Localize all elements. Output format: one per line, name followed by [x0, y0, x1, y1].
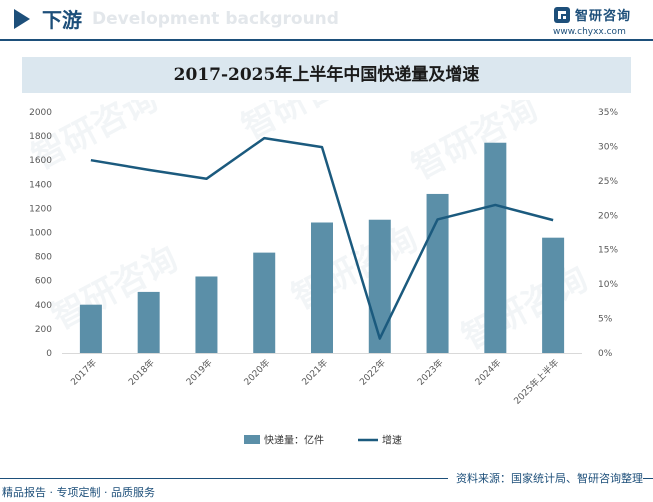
watermark-text: 智研咨询: [285, 219, 424, 318]
left-axis-tick-label: 1400: [29, 180, 52, 190]
bar: [542, 237, 565, 353]
bar: [426, 193, 449, 353]
right-axis-tick-label: 30%: [598, 142, 618, 152]
bar: [137, 291, 160, 353]
footer-slogan: 精品报告 · 专项定制 · 品质服务: [2, 486, 155, 499]
brand-logo-icon: [554, 6, 570, 23]
left-axis-tick-label: 0: [46, 349, 52, 359]
left-axis-tick-label: 600: [35, 277, 52, 287]
right-axis-tick-label: 20%: [598, 211, 618, 221]
x-axis-labels: 2017年 2018年 2019年 2020年 2021年 2022年 2023年 2024年…: [68, 357, 561, 407]
left-axis: 0 200 400 600 800 1000 1200 1400 1600 1800 2000: [29, 108, 52, 359]
legend-label-line: 增速: [382, 434, 402, 447]
header-arrow-icon: [14, 9, 30, 29]
source-note: 资料来源：国家统计局、智研咨询整理: [448, 470, 643, 486]
right-axis-tick-label: 5%: [598, 315, 613, 325]
x-axis-tick-label: 2018年: [126, 357, 157, 388]
watermark-text: 智研咨询: [45, 239, 184, 338]
right-axis-tick-label: 15%: [598, 246, 618, 256]
legend-label-bar: 快递量：亿件: [264, 434, 324, 447]
right-axis-tick-label: 10%: [598, 280, 618, 290]
right-axis-tick-label: 25%: [598, 177, 618, 187]
left-axis-tick-label: 200: [35, 325, 52, 335]
right-axis-tick-label: 0%: [598, 349, 613, 359]
header: Development background 下游 智研咨询 www.chyxx…: [0, 0, 653, 41]
right-axis-tick-label: 35%: [598, 108, 618, 118]
left-axis-tick-label: 400: [35, 301, 52, 311]
bar-series: [79, 142, 565, 353]
watermark-layer: 智研咨询智研咨询智研咨询智研咨询智研咨询智研咨询: [25, 100, 594, 358]
left-axis-tick-label: 1200: [29, 204, 52, 214]
chart-title-box: 2017-2025年上半年中国快递量及增速: [22, 57, 631, 93]
legend-swatch-bar: [244, 435, 260, 444]
bar: [368, 219, 391, 353]
x-axis-tick-label: 2023年: [415, 357, 446, 388]
header-divider: [0, 39, 653, 41]
bar: [484, 142, 507, 353]
section-title: 下游: [42, 8, 82, 32]
growth-line-series: [90, 136, 554, 340]
legend: 快递量：亿件 增速: [244, 434, 402, 447]
left-axis-tick-label: 1600: [29, 156, 52, 166]
left-axis-tick-label: 1000: [29, 229, 52, 239]
x-axis-tick-label: 2024年: [472, 357, 503, 388]
bar: [79, 304, 102, 353]
right-axis: 0% 5% 10% 15% 20% 25% 30% 35%: [598, 108, 618, 359]
bar: [311, 222, 333, 353]
brand-url: www.chyxx.com: [553, 27, 626, 37]
x-axis-tick-label: 2019年: [184, 357, 215, 388]
left-axis-tick-label: 1800: [29, 132, 52, 142]
bar: [253, 252, 276, 353]
x-axis-tick-label: 2022年: [357, 357, 388, 388]
left-axis-tick-label: 2000: [29, 108, 52, 118]
bar: [195, 276, 218, 353]
x-axis-tick-label: 2021年: [299, 357, 330, 388]
x-axis-tick-label: 2025年上半年: [511, 357, 561, 407]
footer-divider: [0, 478, 653, 479]
combo-chart: 智研咨询智研咨询智研咨询智研咨询智研咨询智研咨询 0 200 400 600 800 10…: [25, 100, 618, 447]
brand-name: 智研咨询: [575, 9, 632, 24]
brand-logo: 智研咨询: [553, 5, 631, 24]
x-axis-tick-label: 2017年: [68, 357, 99, 388]
x-axis-tick-label: 2020年: [241, 357, 272, 388]
watermark-text: 智研咨询: [235, 100, 374, 148]
watermark-text: 智研咨询: [405, 100, 544, 188]
header-background-text: Development background: [92, 9, 339, 29]
left-axis-tick-label: 800: [35, 253, 52, 263]
watermark-text: 智研咨询: [455, 259, 594, 358]
chart-title: 2017-2025年上半年中国快递量及增速: [173, 65, 480, 85]
